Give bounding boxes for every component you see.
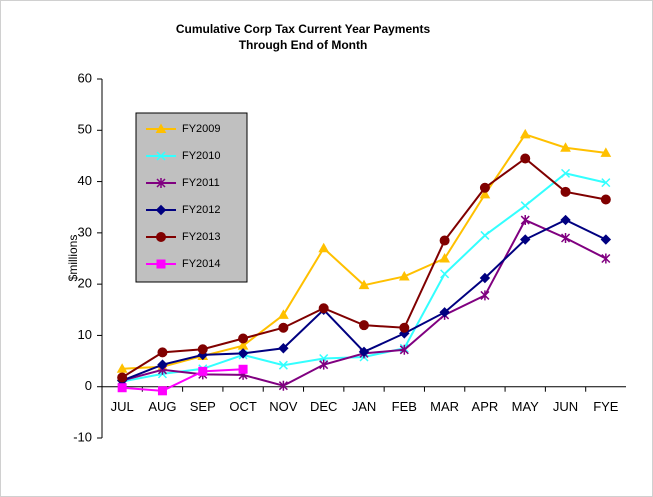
data-point [479,182,490,193]
data-point [439,252,450,263]
legend-label: FY2011 [182,177,220,189]
data-point [318,303,329,314]
data-point [601,178,611,188]
legend-marker [156,151,166,161]
data-point [480,290,490,301]
y-tick-label: 30 [78,224,92,239]
legend-label: FY2013 [182,231,221,243]
data-point [439,307,450,318]
x-tick-label: APR [472,399,499,414]
data-point [520,215,530,226]
data-point [601,253,611,264]
chart-title: Through End of Month [239,38,368,52]
data-point [479,188,491,199]
data-point [278,343,289,354]
x-tick-label: JAN [352,399,377,414]
data-point [520,153,531,164]
y-tick-label: 10 [78,327,92,342]
data-point [520,201,530,211]
series-line [122,368,244,392]
data-point [278,380,288,391]
data-point [600,194,611,205]
y-axis-label: $millions [66,235,80,282]
data-point [479,272,491,284]
data-point [561,232,571,243]
y-tick-label: 0 [85,378,92,393]
chart-title: Cumulative Corp Tax Current Year Payment… [176,22,431,36]
legend-box [135,112,248,283]
y-tick-label: 60 [78,70,92,85]
data-point [318,242,330,253]
data-point [520,234,531,245]
data-point [157,386,167,396]
data-point [238,333,249,344]
data-point [238,364,248,374]
data-point [278,309,289,319]
x-tick-label: JUN [553,399,578,414]
legend-label: FY2014 [182,258,221,270]
legend-marker [155,204,167,216]
data-point [157,347,168,358]
data-point [399,344,409,355]
x-tick-label: FEB [392,399,417,414]
data-point [358,279,370,290]
data-point [197,344,208,355]
legend-marker [156,232,166,242]
data-point [440,269,450,279]
legend-marker [156,259,166,269]
data-point [278,360,288,370]
data-point [359,320,369,331]
y-tick-label: 50 [78,122,92,137]
y-tick-label: 40 [78,173,92,188]
data-point [560,214,571,226]
x-tick-label: FYE [593,399,619,414]
data-point [117,372,128,383]
x-tick-label: SEP [190,399,216,414]
x-tick-label: OCT [229,399,257,414]
y-tick-label: 20 [78,276,92,291]
data-point [398,270,410,281]
x-tick-label: MAY [512,399,540,414]
data-point [560,186,571,197]
data-point [116,363,128,373]
x-tick-label: MAR [430,399,459,414]
x-tick-label: DEC [310,399,337,414]
data-point [519,128,531,139]
data-point [117,383,127,393]
data-point [358,346,370,358]
legend-label: FY2010 [182,150,221,162]
legend-label: FY2009 [182,123,221,135]
legend-label: FY2012 [182,204,221,216]
data-point [157,359,168,370]
x-tick-label: JUL [111,399,134,414]
data-point [278,322,289,333]
data-point [237,348,249,359]
legend-marker [155,123,167,133]
data-point [480,230,490,240]
data-point [399,322,410,333]
x-tick-label: AUG [148,399,176,414]
y-tick-label: -10 [73,429,92,444]
data-point [561,168,571,178]
data-point [439,235,450,246]
data-point [560,142,571,152]
data-point [600,234,612,245]
legend-marker [156,178,166,188]
data-point [600,147,612,157]
x-tick-label: NOV [269,399,298,414]
data-point [198,366,208,376]
data-point [319,359,329,370]
